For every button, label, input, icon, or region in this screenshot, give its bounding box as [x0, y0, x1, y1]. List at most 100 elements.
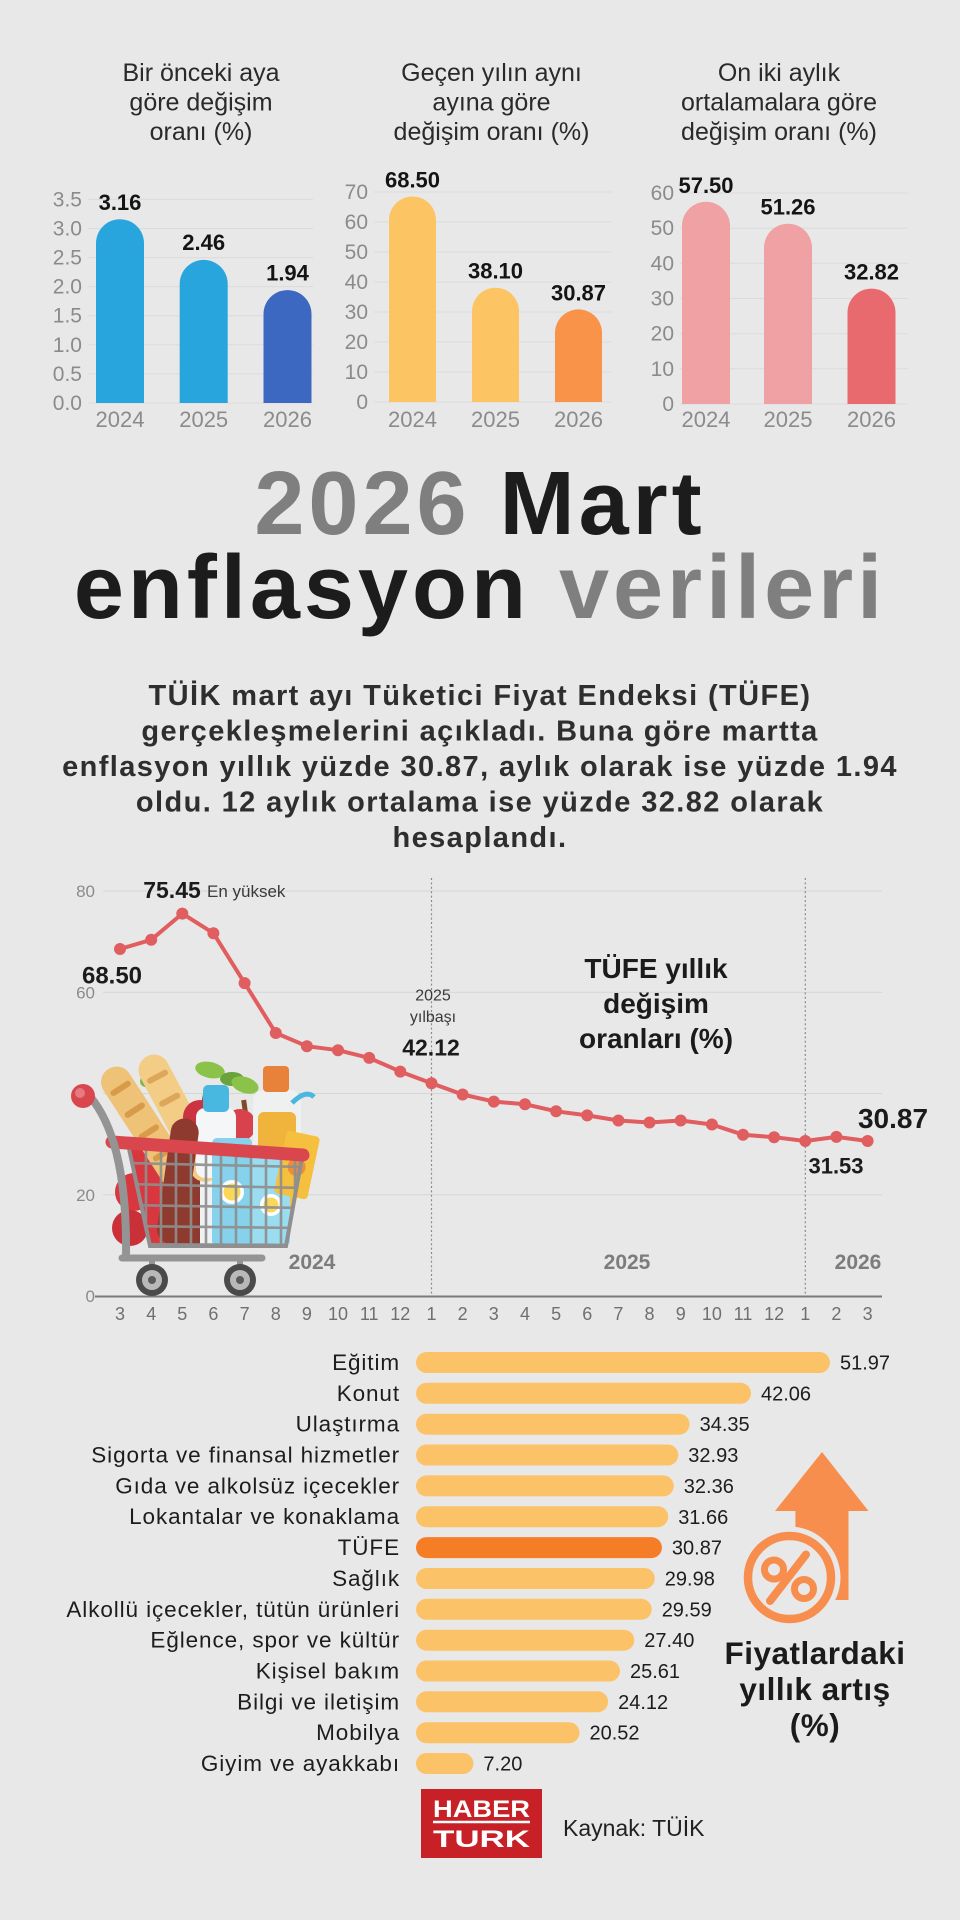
svg-text:gerçekleşmelerini açıkladı. Bu: gerçekleşmelerini açıkladı. Buna göre ma…	[141, 716, 818, 748]
svg-text:75.45: 75.45	[143, 877, 201, 903]
svg-text:oranı (%): oranı (%)	[150, 118, 253, 146]
svg-text:31.66: 31.66	[678, 1507, 728, 1529]
svg-text:12: 12	[764, 1304, 784, 1324]
svg-text:29.98: 29.98	[665, 1569, 715, 1591]
svg-text:9: 9	[302, 1304, 312, 1324]
svg-text:2024: 2024	[289, 1251, 336, 1274]
svg-text:32.93: 32.93	[688, 1445, 738, 1467]
svg-text:2: 2	[831, 1304, 841, 1324]
svg-text:TURK: TURK	[433, 1826, 531, 1853]
svg-text:enflasyon verileri: enflasyon verileri	[74, 538, 886, 638]
svg-text:Giyim ve ayakkabı: Giyim ve ayakkabı	[201, 1751, 400, 1776]
svg-text:oranları (%): oranları (%)	[579, 1023, 733, 1054]
svg-text:Geçen yılın aynı: Geçen yılın aynı	[401, 59, 582, 87]
svg-text:57.50: 57.50	[678, 173, 733, 198]
svg-text:40: 40	[345, 271, 368, 294]
svg-text:2025: 2025	[764, 407, 813, 432]
svg-text:32.82: 32.82	[844, 260, 899, 285]
svg-text:20: 20	[76, 1186, 95, 1205]
svg-text:12: 12	[390, 1304, 410, 1324]
svg-text:Sigorta ve finansal hizmetler: Sigorta ve finansal hizmetler	[91, 1443, 400, 1468]
svg-text:50: 50	[651, 217, 674, 240]
svg-text:Gıda ve alkolsüz içecekler: Gıda ve alkolsüz içecekler	[115, 1473, 400, 1498]
svg-text:HABER: HABER	[433, 1796, 530, 1823]
svg-text:2025: 2025	[179, 407, 228, 432]
svg-text:2025: 2025	[415, 988, 451, 1005]
svg-text:25.61: 25.61	[630, 1661, 680, 1683]
svg-text:(%): (%)	[790, 1707, 841, 1743]
svg-text:2026: 2026	[263, 407, 312, 432]
svg-text:0.5: 0.5	[53, 363, 82, 386]
svg-text:hesaplandı.: hesaplandı.	[393, 822, 568, 854]
svg-text:TÜİK mart ayı Tüketici Fiyat E: TÜİK mart ayı Tüketici Fiyat Endeksi (TÜ…	[149, 679, 812, 712]
svg-text:1.0: 1.0	[53, 334, 82, 357]
svg-text:Mobilya: Mobilya	[316, 1720, 400, 1745]
svg-text:60: 60	[651, 182, 674, 205]
svg-text:20: 20	[345, 331, 368, 354]
svg-text:0.0: 0.0	[53, 392, 82, 415]
svg-text:40: 40	[651, 252, 674, 275]
svg-text:60: 60	[345, 211, 368, 234]
svg-text:2026 Mart: 2026 Mart	[254, 454, 705, 554]
svg-text:Konut: Konut	[337, 1381, 400, 1406]
svg-text:29.59: 29.59	[662, 1599, 712, 1621]
svg-text:2024: 2024	[388, 407, 437, 432]
svg-text:1: 1	[800, 1304, 810, 1324]
svg-text:9: 9	[676, 1304, 686, 1324]
svg-text:2024: 2024	[96, 407, 145, 432]
svg-text:80: 80	[76, 882, 95, 901]
svg-text:0: 0	[86, 1287, 95, 1306]
svg-text:70: 70	[345, 181, 368, 204]
svg-text:TÜFE: TÜFE	[338, 1535, 400, 1560]
svg-text:TÜFE yıllık: TÜFE yıllık	[584, 953, 728, 984]
svg-text:Ulaştırma: Ulaştırma	[296, 1412, 400, 1437]
svg-text:3: 3	[489, 1304, 499, 1324]
svg-text:8: 8	[271, 1304, 281, 1324]
svg-text:2024: 2024	[682, 407, 731, 432]
svg-text:0: 0	[356, 391, 368, 414]
svg-text:42.06: 42.06	[761, 1383, 811, 1405]
svg-text:yılbaşı: yılbaşı	[410, 1009, 456, 1026]
svg-text:30: 30	[345, 301, 368, 324]
svg-text:3.16: 3.16	[99, 190, 142, 215]
svg-text:3: 3	[863, 1304, 873, 1324]
svg-text:3: 3	[115, 1304, 125, 1324]
svg-text:8: 8	[644, 1304, 654, 1324]
svg-text:4: 4	[146, 1304, 156, 1324]
svg-text:3.0: 3.0	[53, 218, 82, 241]
svg-text:6: 6	[582, 1304, 592, 1324]
svg-text:32.36: 32.36	[684, 1476, 734, 1498]
svg-text:2.0: 2.0	[53, 276, 82, 299]
svg-text:0: 0	[662, 393, 674, 416]
svg-text:20: 20	[651, 323, 674, 346]
svg-text:24.12: 24.12	[618, 1692, 668, 1714]
svg-text:Bilgi ve iletişim: Bilgi ve iletişim	[237, 1689, 400, 1714]
svg-text:2.5: 2.5	[53, 247, 82, 270]
svg-text:68.50: 68.50	[385, 168, 440, 193]
svg-text:5: 5	[551, 1304, 561, 1324]
svg-text:3.5: 3.5	[53, 188, 82, 211]
svg-text:7: 7	[240, 1304, 250, 1324]
svg-text:11: 11	[734, 1304, 753, 1324]
svg-text:4: 4	[520, 1304, 530, 1324]
svg-text:oldu. 12 aylık ortalama ise yü: oldu. 12 aylık ortalama ise yüzde 32.82 …	[136, 787, 824, 819]
svg-text:Sağlık: Sağlık	[332, 1566, 400, 1591]
svg-text:34.35: 34.35	[700, 1414, 750, 1436]
svg-text:değişim: değişim	[603, 988, 709, 1019]
svg-text:31.53: 31.53	[808, 1154, 863, 1179]
svg-text:Fiyatlardaki: Fiyatlardaki	[724, 1635, 905, 1671]
svg-text:30.87: 30.87	[551, 280, 606, 305]
svg-text:Eğlence, spor ve kültür: Eğlence, spor ve kültür	[150, 1628, 400, 1653]
svg-text:51.97: 51.97	[840, 1353, 890, 1375]
svg-text:2.46: 2.46	[182, 230, 225, 255]
svg-text:Bir önceki aya: Bir önceki aya	[122, 59, 279, 87]
svg-text:7: 7	[613, 1304, 623, 1324]
svg-text:değişim oranı (%): değişim oranı (%)	[394, 118, 590, 146]
svg-text:1.5: 1.5	[53, 305, 82, 328]
svg-text:2025: 2025	[471, 407, 520, 432]
svg-text:En yüksek: En yüksek	[207, 882, 286, 901]
svg-text:10: 10	[702, 1304, 722, 1324]
svg-text:20.52: 20.52	[590, 1723, 640, 1745]
svg-text:30.87: 30.87	[672, 1538, 722, 1560]
svg-text:2026: 2026	[554, 407, 603, 432]
